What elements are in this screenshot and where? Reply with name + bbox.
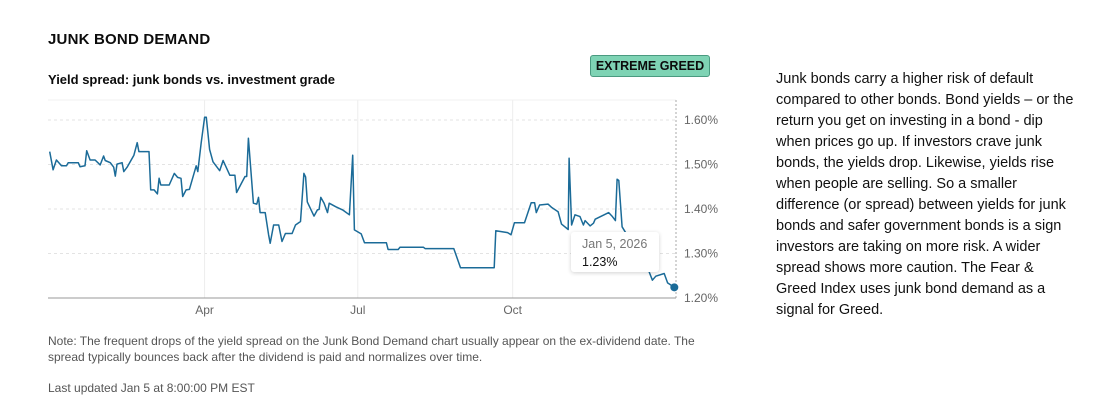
chart-tooltip: Jan 5, 2026 1.23% [571, 232, 659, 272]
status-badge: EXTREME GREED [590, 55, 710, 77]
x-tick-label: Oct [503, 303, 522, 317]
chart-note: Note: The frequent drops of the yield sp… [48, 334, 695, 364]
y-tick-label: 1.20% [684, 291, 718, 305]
y-tick-label: 1.30% [684, 247, 718, 261]
y-tick-label: 1.60% [684, 113, 718, 127]
chart-subtitle: Yield spread: junk bonds vs. investment … [48, 72, 336, 87]
tooltip-date: Jan 5, 2026 [582, 237, 648, 251]
y-tick-label: 1.50% [684, 158, 718, 172]
y-tick-label: 1.40% [684, 202, 718, 216]
x-tick-label: Jul [350, 303, 365, 317]
spread-line [48, 116, 675, 288]
section-title: JUNK BOND DEMAND [48, 31, 211, 48]
last-updated: Last updated Jan 5 at 8:00:00 PM EST [48, 381, 255, 395]
hover-point [670, 283, 679, 292]
yield-spread-chart[interactable]: 1.20% 1.30% 1.40% 1.50% 1.60% Apr Jul Oct [0, 0, 740, 320]
description-text: Junk bonds carry a higher risk of defaul… [776, 71, 1074, 318]
tooltip-value: 1.23% [582, 255, 618, 269]
x-tick-label: Apr [195, 303, 214, 317]
